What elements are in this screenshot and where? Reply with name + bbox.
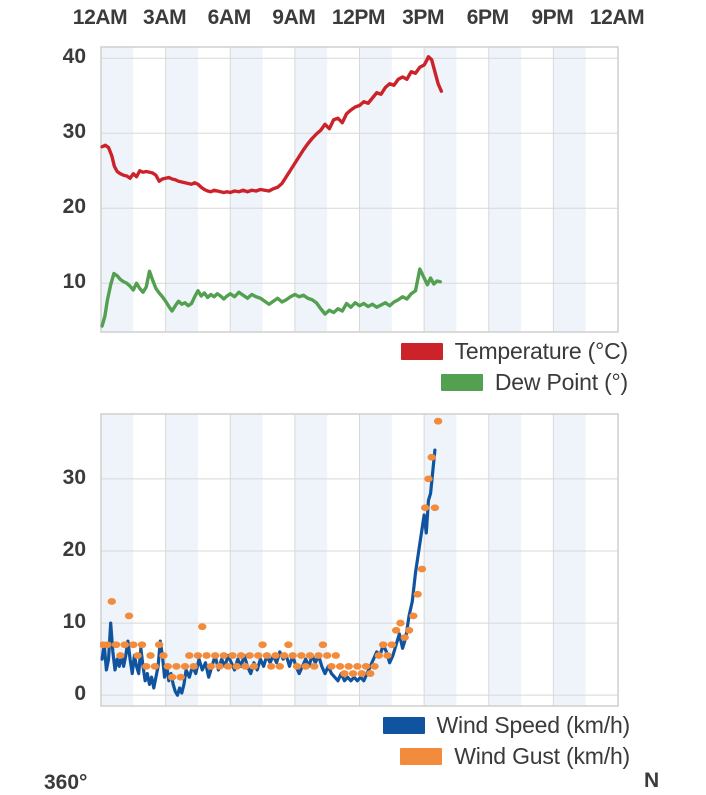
y-tick-label: 10 [62,270,86,294]
dew-point-color-swatch [440,374,483,391]
wind-chart: 30 20 10 0 Wind Speed (km/h) Wind Gust (km/h… [0,400,706,789]
wind-speed-color-swatch [382,717,425,734]
temperature-plot-area [100,46,619,333]
temperature-color-swatch [400,343,443,360]
legend-item-wind-gust[interactable]: Wind Gust (km/h) [400,743,630,770]
x-tick-label: 12AM [589,6,645,29]
x-tick-label: 6PM [466,6,509,29]
x-tick-label: 9AM [272,6,316,29]
y-tick-label: 30 [62,465,86,489]
x-tick-label: 3AM [143,6,187,29]
legend-item-wind-speed[interactable]: Wind Speed (km/h) [382,712,631,739]
y-tick-label: 10 [62,610,86,634]
wind-direction-axis-max-label: 360° [44,771,88,794]
y-tick-label: 20 [62,537,86,561]
y-tick-label: 0 [74,682,86,706]
wind-gust-color-swatch [400,748,443,765]
y-tick-label: 40 [62,45,86,69]
legend-label-wind-gust: Wind Gust (km/h) [454,743,630,769]
legend-label-dew-point: Dew Point (°) [494,369,628,395]
y-tick-label: 20 [62,195,86,219]
y-tick-label: 30 [62,120,86,144]
legend-label-temperature: Temperature (°C) [454,338,629,364]
wind-chart-legend: Wind Speed (km/h) Wind Gust (km/h) [382,712,631,770]
x-tick-label: 12AM [72,6,128,29]
x-tick-label: 9PM [531,6,574,29]
temperature-chart-legend: Temperature (°C) Dew Point (°) [400,338,629,396]
wind-direction-north-label: N [644,769,660,792]
legend-item-dew-point[interactable]: Dew Point (°) [440,369,628,396]
wind-plot-area [100,413,619,707]
x-tick-label: 3PM [402,6,445,29]
legend-label-wind-speed: Wind Speed (km/h) [436,712,631,738]
x-tick-label: 6AM [207,6,252,29]
x-tick-label: 12PM [331,6,386,29]
temperature-chart: 12AM 3AM 6AM 9AM 12PM 3PM 6PM 9PM 12AM 40 30 20 10 … [62,6,645,396]
legend-item-temperature[interactable]: Temperature (°C) [400,338,629,365]
